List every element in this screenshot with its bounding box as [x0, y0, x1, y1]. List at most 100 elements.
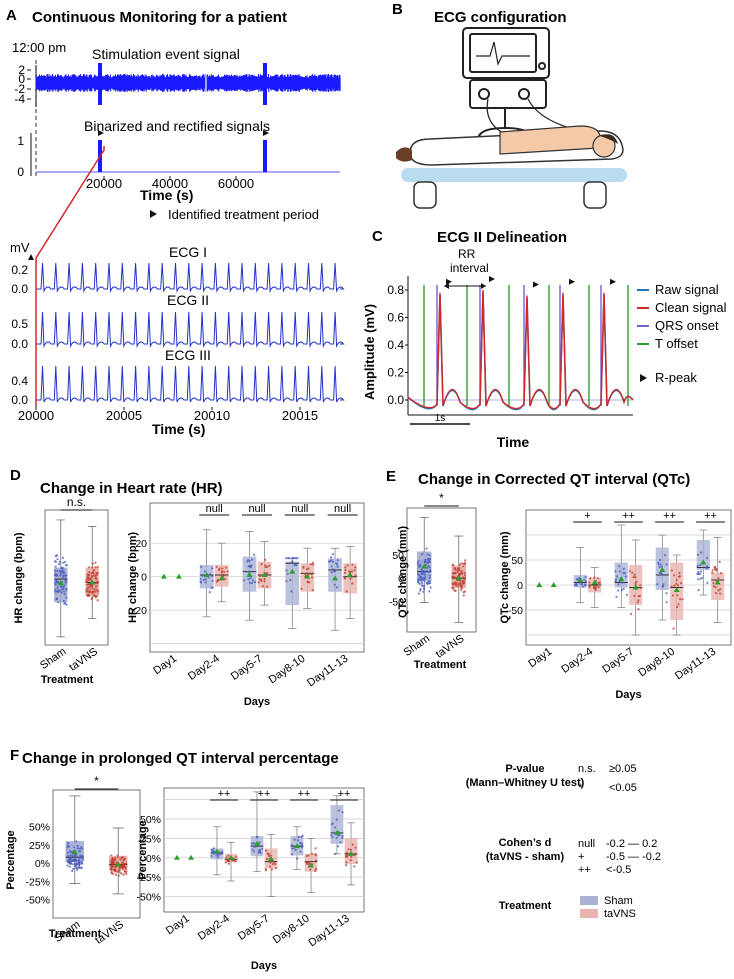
- data-point: [77, 859, 80, 863]
- ytick: 0: [141, 572, 147, 584]
- data-point: [69, 854, 72, 857]
- data-point: [349, 848, 353, 851]
- panel-b-letter: B: [392, 1, 403, 18]
- ecg-xlabel: Time (s): [152, 421, 205, 437]
- sham-box-Day1: [536, 582, 543, 587]
- xlabel: Treatment: [414, 659, 467, 671]
- ylabel: Percentage: [137, 820, 149, 879]
- data-point: [657, 563, 661, 566]
- data-point: [454, 589, 457, 593]
- data-point: [60, 591, 63, 594]
- data-point: [424, 558, 427, 562]
- panel-a: A Continuous Monitoring for a patient 12…: [6, 7, 345, 437]
- xtick-label: Day5-7: [229, 653, 265, 683]
- data-point: [456, 571, 459, 574]
- cohen-symbol: null: [578, 838, 595, 850]
- mean-marker: [289, 568, 296, 574]
- data-point: [697, 553, 700, 556]
- sham-box-Day1: [173, 854, 180, 860]
- data-point: [293, 838, 296, 841]
- data-point: [299, 850, 302, 853]
- data-point: [354, 574, 357, 577]
- data-point: [78, 861, 81, 864]
- data-point: [350, 570, 354, 573]
- ylabel: QTc change (mm): [397, 526, 409, 618]
- panel-a-letter: A: [6, 7, 17, 24]
- mean-marker: [173, 854, 180, 860]
- data-point: [670, 585, 673, 588]
- data-point: [118, 867, 121, 870]
- mean-marker: [550, 582, 557, 587]
- clean-signal-trace: [407, 289, 634, 410]
- data-point: [597, 581, 600, 585]
- sig-label: *: [439, 491, 444, 505]
- data-point: [594, 588, 597, 592]
- tavns-box-Day5-7: [264, 834, 278, 897]
- mean-marker: [673, 587, 680, 592]
- data-point: [79, 854, 82, 857]
- data-point: [351, 563, 354, 566]
- data-point: [62, 576, 65, 579]
- data-point: [217, 579, 220, 582]
- data-point: [266, 585, 269, 588]
- data-point: [68, 845, 71, 848]
- data-point: [246, 560, 249, 563]
- data-point: [250, 581, 253, 585]
- data-point: [311, 852, 314, 856]
- xtick-label: taVNS: [67, 646, 100, 674]
- data-point: [699, 564, 702, 567]
- data-point: [711, 571, 714, 574]
- data-point: [286, 572, 289, 576]
- data-point: [87, 579, 90, 582]
- data-point: [290, 561, 293, 564]
- data-point: [343, 571, 346, 575]
- r-peak-marker: [533, 281, 539, 288]
- data-point: [210, 854, 213, 858]
- xlabel: Treatment: [41, 674, 94, 686]
- data-point: [300, 835, 303, 839]
- data-point: [70, 850, 73, 854]
- data-point: [124, 867, 127, 870]
- data-point: [224, 861, 227, 864]
- ecg-xtick: 20015: [282, 408, 318, 423]
- ecg-lead-1: ECG I 0.2 0.0: [11, 244, 345, 297]
- data-point: [85, 578, 88, 581]
- data-point: [351, 582, 354, 585]
- data-point: [330, 565, 333, 568]
- mean-marker: [714, 579, 721, 585]
- iqr-box: [285, 561, 300, 606]
- data-point: [315, 859, 318, 862]
- data-point: [460, 570, 463, 573]
- data-point: [88, 566, 91, 569]
- stim-xtick: 60000: [218, 176, 254, 191]
- plot-frame: [149, 502, 365, 653]
- effect-label: ++: [622, 510, 635, 522]
- data-point: [615, 595, 618, 599]
- data-point: [199, 580, 202, 583]
- data-point: [258, 578, 261, 581]
- data-point: [310, 573, 313, 576]
- data-point: [673, 574, 676, 577]
- mean-marker: [293, 843, 300, 849]
- data-point: [420, 568, 423, 571]
- data-point: [635, 580, 638, 583]
- ytick: -50: [508, 605, 523, 617]
- data-point: [81, 858, 84, 861]
- data-point: [307, 854, 310, 857]
- data-point: [208, 591, 211, 594]
- patient-illustration: [396, 125, 627, 209]
- data-point: [302, 565, 305, 568]
- rr-label-line2: interval: [450, 261, 489, 275]
- data-point: [311, 561, 314, 564]
- xtick-label: Day1: [151, 653, 179, 678]
- effect-label: null: [291, 503, 308, 515]
- panel-f-letter: F: [10, 747, 19, 764]
- stim-ytick: -4: [14, 92, 25, 106]
- data-point: [68, 865, 71, 868]
- data-point: [578, 581, 581, 584]
- data-point: [111, 858, 115, 861]
- data-point: [714, 586, 717, 589]
- data-point: [345, 851, 348, 854]
- data-point: [308, 861, 311, 864]
- data-point: [718, 560, 721, 564]
